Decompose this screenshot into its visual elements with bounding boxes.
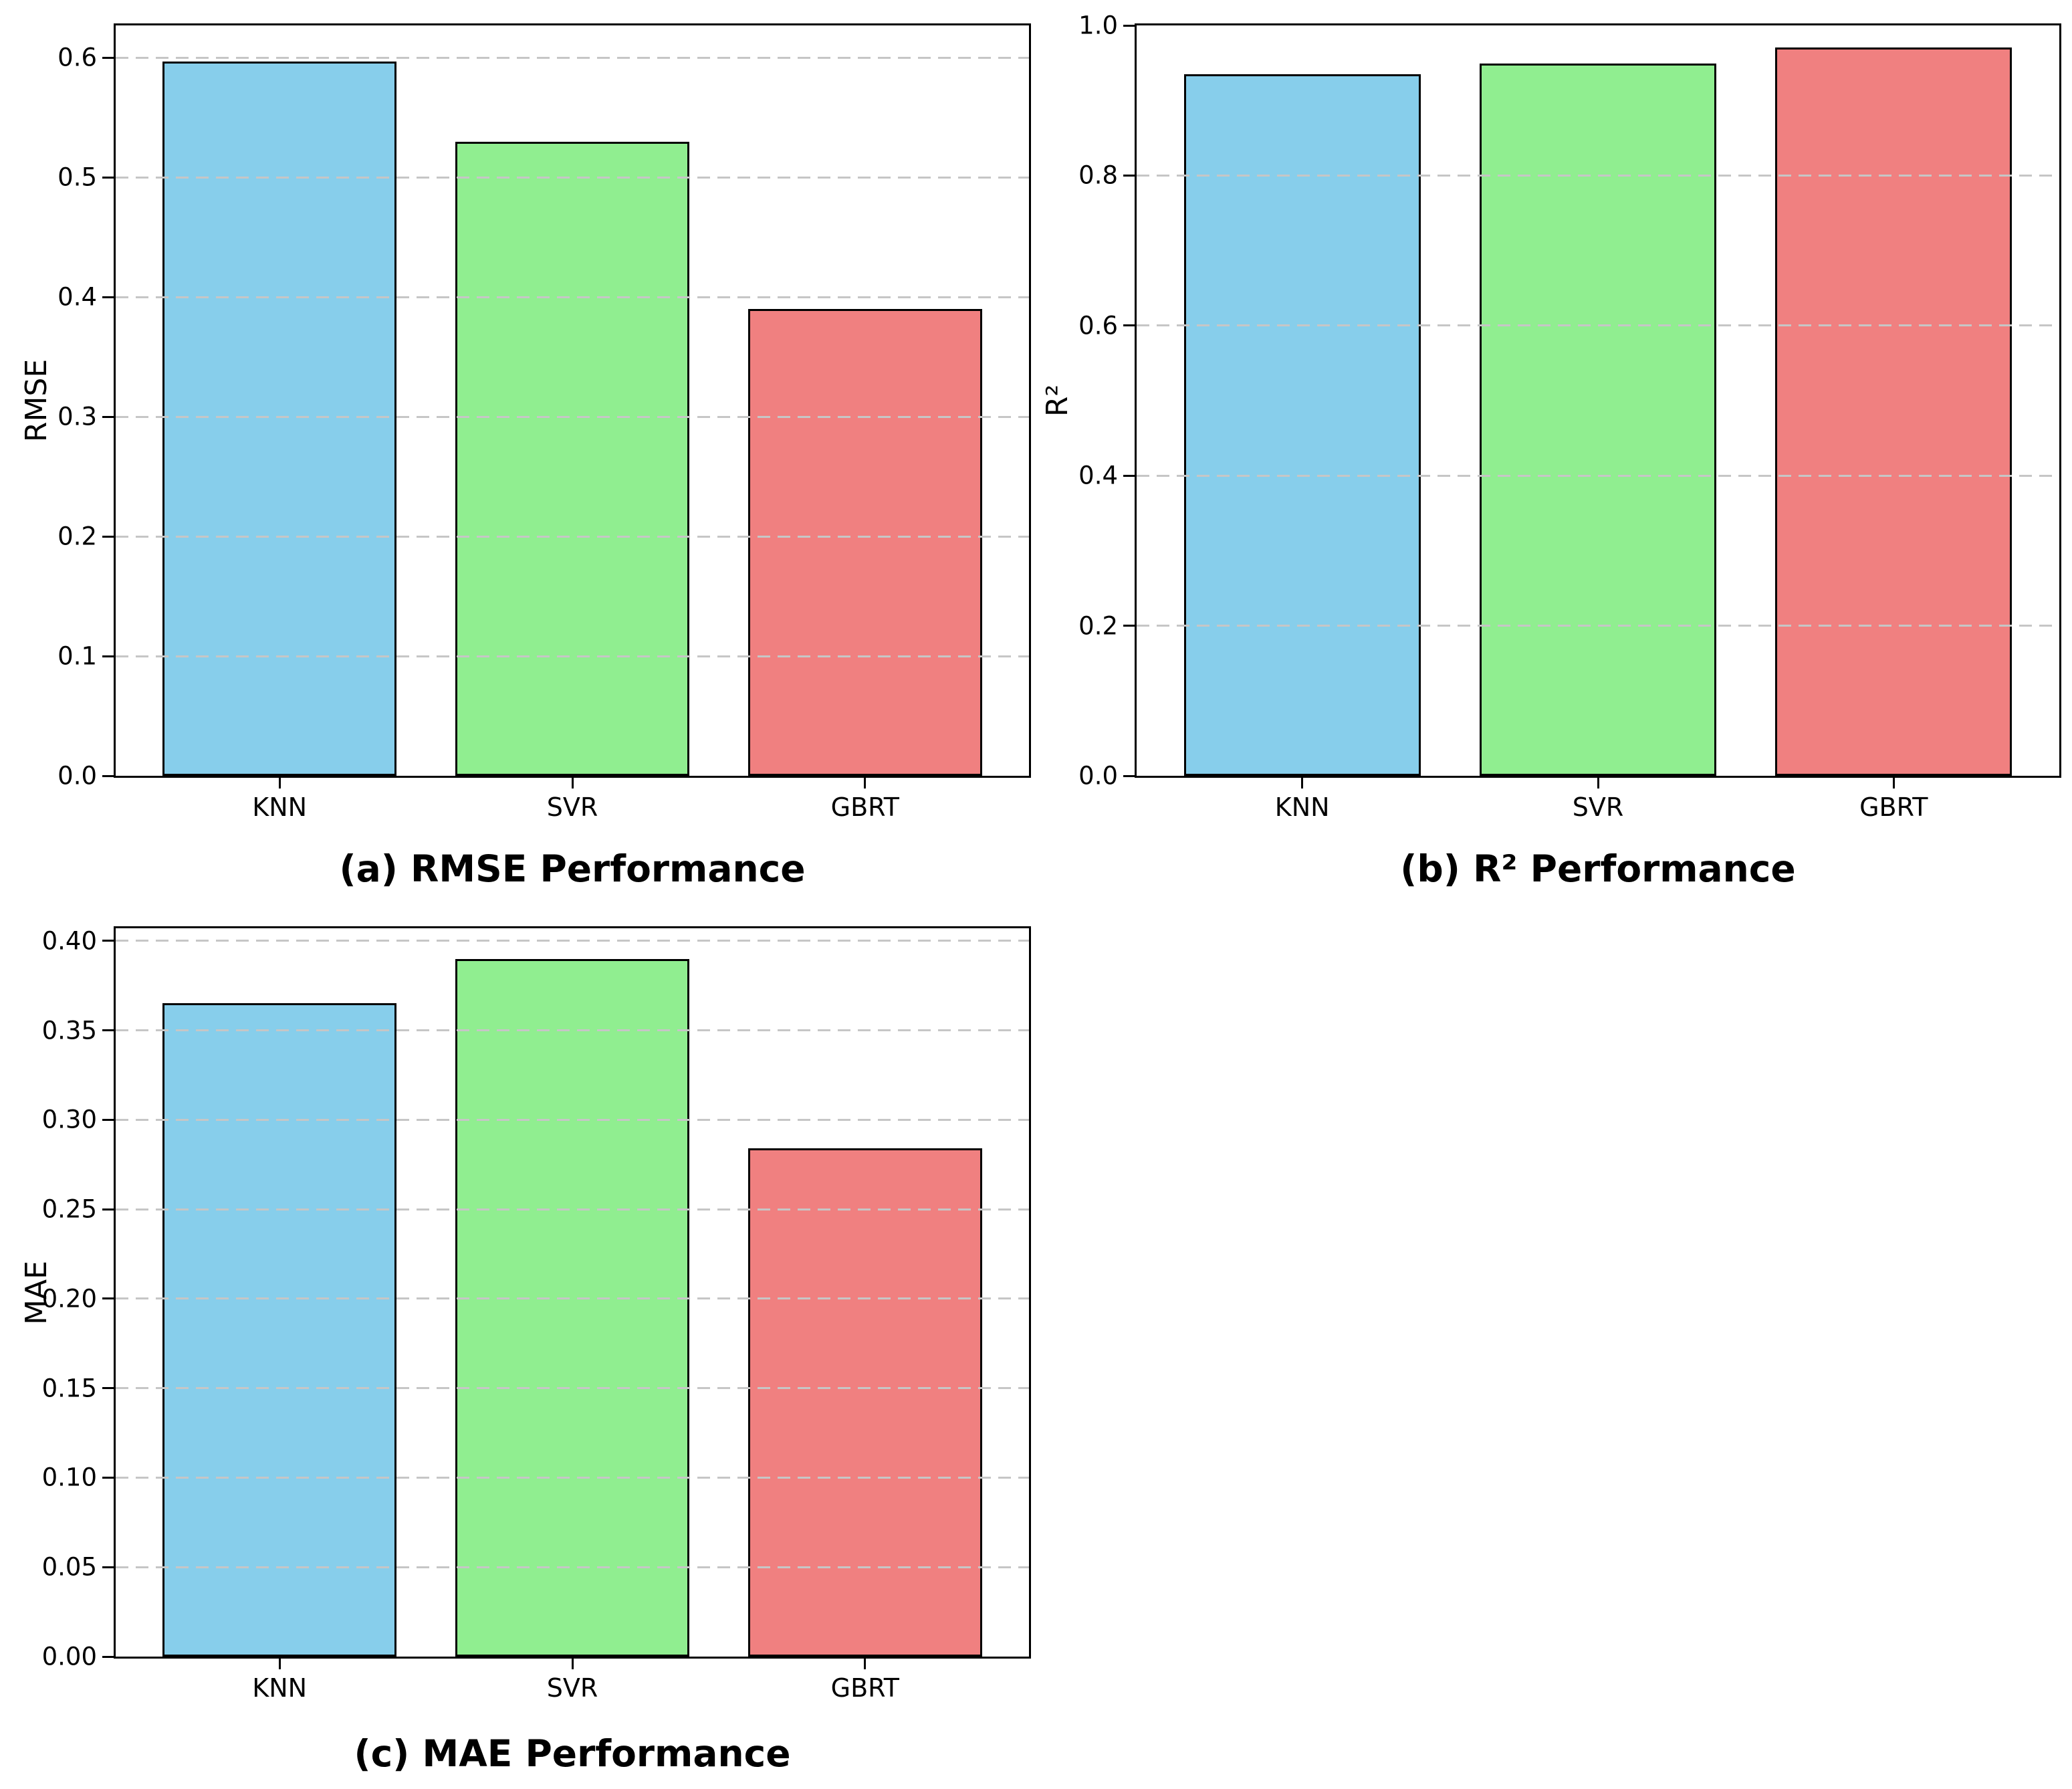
y-tick-label: 0.0: [1078, 761, 1118, 791]
y-tick-label: 0.6: [57, 43, 97, 72]
chart-mae: MAE (c) MAE Performance KNN SVR GBRT 0.00 0.…: [19, 926, 1031, 1772]
y-tick-mark: [102, 535, 114, 538]
y-tick-label: 0.10: [41, 1463, 97, 1492]
y-tick-mark: [1123, 474, 1135, 477]
y-tick-label: 0.25: [41, 1194, 97, 1224]
y-tick-label: 0.8: [1078, 161, 1118, 190]
y-tick-mark: [1123, 324, 1135, 327]
y-tick-label: 1.0: [1078, 11, 1118, 40]
y-axis-label-r2: R²: [1040, 384, 1074, 417]
gridline: [116, 940, 1029, 942]
x-tick-mark: [864, 1659, 867, 1669]
gridline: [116, 1029, 1029, 1031]
x-tick-label: KNN: [252, 1673, 308, 1703]
y-tick-mark: [102, 655, 114, 657]
y-tick-label: 0.20: [41, 1284, 97, 1313]
bar-knn: [1183, 74, 1421, 776]
y-tick-label: 0.15: [41, 1374, 97, 1403]
bar-knn: [162, 61, 397, 776]
gridline: [116, 655, 1029, 657]
y-tick-mark: [102, 1208, 114, 1211]
y-tick-label: 0.5: [57, 163, 97, 192]
bar-gbrt: [747, 309, 982, 776]
chart-caption-b: (b) R² Performance: [1400, 847, 1796, 890]
y-tick-mark: [102, 940, 114, 942]
gridline: [1137, 324, 2059, 327]
y-tick-label: 0.3: [57, 402, 97, 431]
x-tick-label: GBRT: [1859, 793, 1928, 822]
y-tick-mark: [102, 1476, 114, 1479]
gridline: [116, 1566, 1029, 1568]
y-tick-label: 0.4: [57, 282, 97, 312]
y-tick-label: 0.30: [41, 1105, 97, 1134]
y-tick-mark: [1123, 24, 1135, 27]
y-tick-label: 0.0: [57, 761, 97, 791]
y-tick-mark: [1123, 625, 1135, 627]
bar-svr: [1480, 64, 1716, 776]
x-tick-label: KNN: [252, 793, 308, 822]
x-tick-mark: [1301, 778, 1304, 788]
gridline: [116, 535, 1029, 538]
y-tick-mark: [102, 1297, 114, 1300]
gridline: [1137, 474, 2059, 477]
y-axis-label-rmse: RMSE: [19, 358, 53, 443]
y-tick-mark: [102, 1029, 114, 1031]
x-tick-label: SVR: [1572, 793, 1624, 822]
y-tick-mark: [1123, 774, 1135, 777]
x-tick-label: KNN: [1274, 793, 1330, 822]
bar-knn: [162, 1003, 397, 1657]
x-tick-mark: [278, 1659, 281, 1669]
x-tick-label: GBRT: [830, 1673, 899, 1703]
y-tick-label: 0.2: [57, 522, 97, 551]
y-tick-mark: [102, 56, 114, 59]
gridline: [116, 1297, 1029, 1300]
y-tick-mark: [102, 176, 114, 179]
chart-r2: R² (b) R² Performance KNN SVR GBRT 0.0 0.2 0.…: [1040, 13, 2061, 887]
x-tick-label: SVR: [546, 793, 598, 822]
x-tick-mark: [278, 778, 281, 788]
y-tick-mark: [1123, 174, 1135, 177]
x-tick-mark: [1597, 778, 1599, 788]
y-tick-label: 0.2: [1078, 611, 1118, 641]
x-tick-label: GBRT: [830, 793, 899, 822]
gridline: [1137, 625, 2059, 627]
gridline: [116, 1118, 1029, 1121]
y-tick-label: 0.1: [57, 641, 97, 671]
y-tick-mark: [102, 296, 114, 298]
y-tick-mark: [102, 1655, 114, 1658]
bar-svr: [455, 958, 690, 1657]
bar-gbrt: [747, 1148, 982, 1657]
y-tick-mark: [102, 1566, 114, 1568]
chart-rmse: RMSE (a) RMSE Performance KNN SVR GBRT 0.0 0…: [19, 23, 1031, 887]
gridline: [116, 1208, 1029, 1211]
chart-caption-c: (c) MAE Performance: [354, 1732, 791, 1775]
gridline: [116, 176, 1029, 179]
y-tick-mark: [102, 1387, 114, 1390]
gridline: [116, 296, 1029, 298]
y-tick-label: 0.05: [41, 1552, 97, 1582]
y-tick-mark: [102, 774, 114, 777]
gridline: [116, 1476, 1029, 1479]
y-tick-label: 0.4: [1078, 461, 1118, 490]
bar-svr: [455, 141, 690, 776]
y-tick-label: 0.6: [1078, 311, 1118, 340]
x-tick-mark: [1892, 778, 1895, 788]
y-tick-mark: [102, 415, 114, 418]
x-tick-mark: [571, 778, 574, 788]
bar-gbrt: [1775, 47, 2012, 776]
y-tick-label: 0.35: [41, 1016, 97, 1045]
gridline: [116, 415, 1029, 418]
y-tick-label: 0.00: [41, 1642, 97, 1671]
gridline: [116, 1387, 1029, 1390]
x-tick-mark: [864, 778, 867, 788]
y-tick-mark: [102, 1118, 114, 1121]
x-tick-mark: [571, 1659, 574, 1669]
gridline: [116, 56, 1029, 59]
y-tick-label: 0.40: [41, 926, 97, 956]
chart-caption-a: (a) RMSE Performance: [339, 847, 806, 890]
gridline: [1137, 174, 2059, 177]
x-tick-label: SVR: [546, 1673, 598, 1703]
